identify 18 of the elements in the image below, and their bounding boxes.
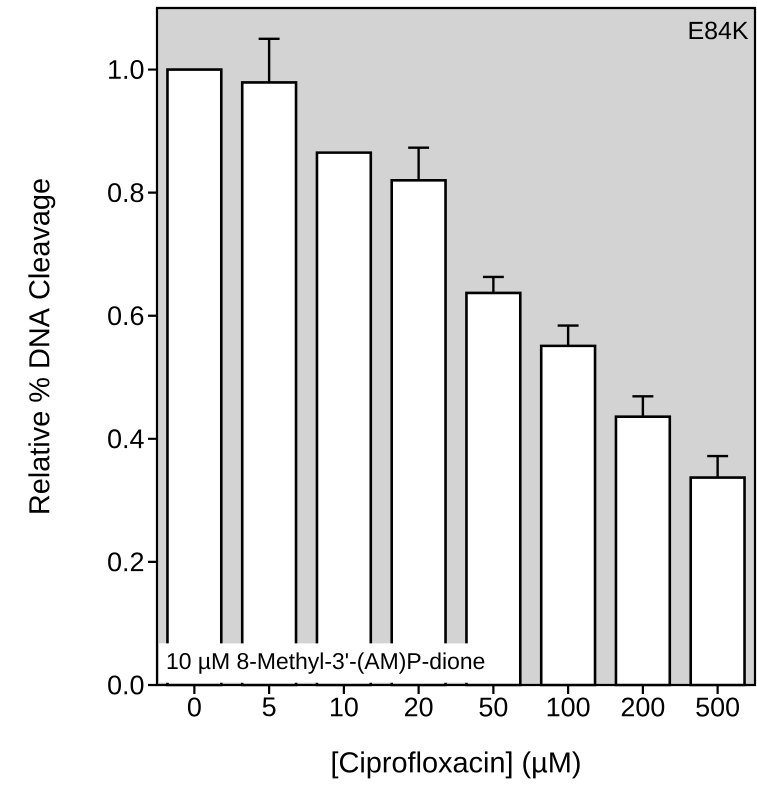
annotation: 10 µM 8-Methyl-3'-(AM)P-dione <box>168 652 484 674</box>
x-tick-label: 100 <box>548 698 590 717</box>
x-tick-label: 10 <box>330 698 358 717</box>
y-tick-label: 0.2 <box>108 552 144 572</box>
y-tick-label: 0.6 <box>108 306 144 326</box>
x-tick-label: 20 <box>405 698 433 717</box>
y-axis-title: Relative % DNA Cleavage <box>28 179 56 513</box>
x-tick-label: 200 <box>622 698 664 717</box>
x-tick-label: 0 <box>188 698 201 717</box>
y-tick-label: 1.0 <box>109 60 144 80</box>
x-axis-title: [Ciprofloxacin] (µM) <box>332 751 580 778</box>
x-tick-label: 50 <box>479 698 508 717</box>
y-tick-label: 0.0 <box>108 675 144 695</box>
x-tick-label: 5 <box>262 698 276 716</box>
x-tick-label: 500 <box>696 698 739 717</box>
annotation: E84K <box>690 22 748 40</box>
y-tick-label: 0.4 <box>108 429 144 448</box>
y-tick-label: 0.8 <box>108 183 144 202</box>
